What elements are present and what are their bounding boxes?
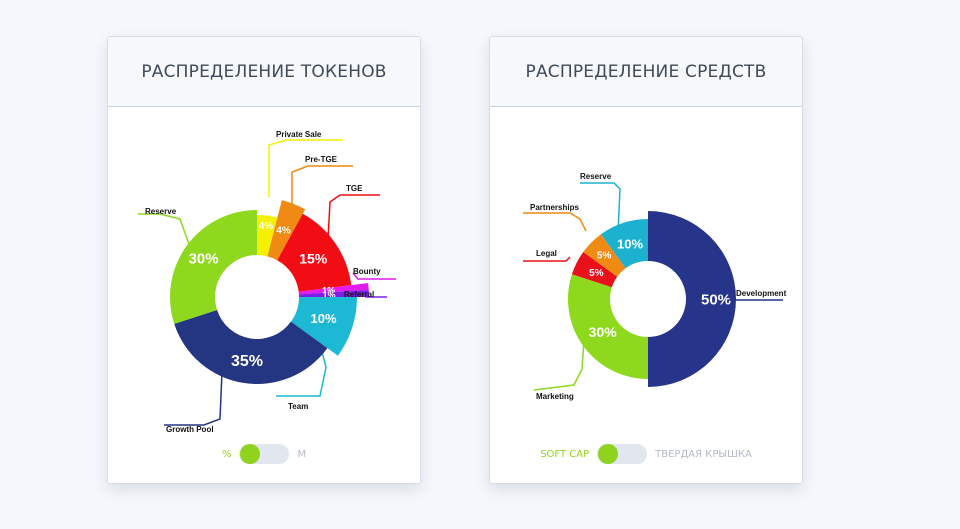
callout-line-private-sale [268,139,343,197]
callout-label-pre-tge: Pre-TGE [305,155,338,164]
callout-line-referral [362,291,387,298]
cap-toggle[interactable] [597,444,648,464]
card-header: РАСПРЕДЕЛЕНИЕ СРЕДСТВ [490,37,802,107]
slice-referral [298,289,369,297]
slice-reserve [169,210,257,324]
value-label-development: 50% [701,291,731,308]
callout-label-tge: TGE [346,184,363,193]
value-label-marketing: 30% [589,324,618,340]
token-units-toggle-row: % M [108,441,420,467]
slice-bounty [298,282,369,295]
toggle-knob[interactable] [598,444,619,464]
slice-pre-tge [267,200,306,261]
slice-tge [277,213,352,292]
value-label-referral: 1% [322,290,335,300]
callout-line-reserve [138,213,191,248]
callout-line-tge [326,194,380,258]
callout-label-marketing: Marketing [536,392,574,401]
callout-line-legal [523,256,571,262]
slice-team [290,297,357,356]
slice-partnerships [583,234,626,277]
callout-label-reserve: Reserve [145,207,177,216]
callout-label-bounty: Bounty [353,267,381,276]
callout-line-growth-pool [164,371,223,426]
value-label-reserve: 10% [617,236,643,251]
value-label-pre-tge: 4% [276,226,291,237]
value-label-growth-pool: 35% [231,353,263,370]
callout-label-development: Development [736,289,787,298]
value-label-bounty: 1% [322,285,335,295]
funds-distribution-title: РАСПРЕДЕЛЕНИЕ СРЕДСТВ [525,61,767,82]
callout-line-marketing [533,340,585,391]
token-distribution-title: РАСПРЕДЕЛЕНИЕ ТОКЕНОВ [141,61,387,82]
toggle-right-label[interactable]: ТВЕРДАЯ КРЫШКА [655,448,752,460]
value-label-tge: 15% [299,251,328,267]
callout-line-bounty [352,272,396,280]
slice-growth-pool [174,309,328,384]
callout-label-reserve: Reserve [580,172,612,181]
toggle-knob[interactable] [240,444,261,464]
funds-distribution-donut-chart: 50% Development 30% Marketing 5% Legal 5% Partn… [523,172,787,401]
callout-label-referral: Referral [344,290,374,299]
callout-label-partnerships: Partnerships [530,203,579,212]
value-label-reserve: 30% [189,250,219,267]
slice-development [648,211,736,387]
callout-line-reserve [580,182,621,233]
token-distribution-donut-chart: 4% Private Sale 4% Pre-TGE 15% TGE 1% Bounty 1% R… [138,130,396,434]
toggle-right-label[interactable]: M [297,448,307,460]
callout-label-growth-pool: Growth Pool [166,425,214,434]
callout-line-pre-tge [291,165,353,207]
card-header: РАСПРЕДЕЛЕНИЕ ТОКЕНОВ [108,37,420,107]
callout-label-private-sale: Private Sale [276,130,322,139]
value-label-partnerships: 5% [597,251,612,262]
token-distribution-card: РАСПРЕДЕЛЕНИЕ ТОКЕНОВ 4% Private Sale 4% Pr… [107,36,421,484]
slice-marketing [568,274,648,379]
token-units-toggle[interactable] [239,444,290,464]
toggle-left-label[interactable]: % [221,448,232,460]
value-label-private-sale: 4% [259,221,274,232]
funds-distribution-card: РАСПРЕДЕЛЕНИЕ СРЕДСТВ 50% Development 30% M… [489,36,803,484]
callout-label-legal: Legal [536,249,557,258]
slice-private-sale [257,215,278,257]
callout-line-partnerships [523,212,587,232]
slice-reserve [600,219,648,269]
slice-legal [571,251,618,288]
value-label-team: 10% [311,311,337,326]
callout-label-team: Team [288,402,308,411]
value-label-legal: 5% [589,268,604,279]
toggle-left-label[interactable]: SOFT CAP [540,448,590,460]
cap-toggle-row: SOFT CAP ТВЕРДАЯ КРЫШКА [490,441,802,467]
